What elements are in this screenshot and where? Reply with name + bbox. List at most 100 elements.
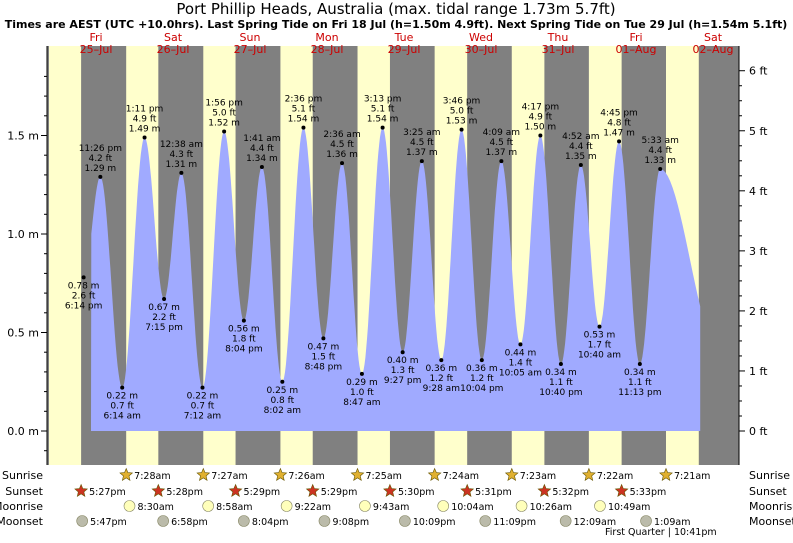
moonrise-time-label: 10:26am [530, 502, 572, 513]
tide-metre-label: 1.33 m [644, 156, 676, 166]
astronomy-rows-layer: Sunrise Sunrise 7:28am 7:27am 7:26am 7:25am 7:… [0, 467, 793, 538]
left-tick-label: 1.0 m [7, 228, 39, 241]
tide-metre-label: 0.53 m [584, 331, 616, 341]
tide-time-label: 10:40 am [578, 351, 621, 361]
tide-time-label: 9:27 pm [384, 376, 422, 386]
tide-feet-label: 1.3 ft [391, 366, 415, 376]
sunset-star-icon [383, 483, 397, 497]
tide-metre-label: 0.25 m [266, 386, 298, 396]
day-date-label: 31–Jul [542, 43, 575, 56]
tide-time-label: 10:04 pm [460, 384, 503, 394]
tide-point [637, 362, 642, 367]
sunset-star-icon [305, 483, 320, 497]
sunset-time-label: 5:31pm [475, 487, 512, 498]
tide-time-label: 9:28 am [423, 384, 460, 394]
tide-time-label: 3:25 am [403, 128, 440, 138]
sunset-time-label: 5:29pm [244, 487, 281, 498]
tide-metre-label: 1.35 m [565, 152, 597, 162]
sunset-star-icon [537, 483, 552, 497]
sunrise-time-label: 7:27am [211, 471, 247, 482]
tide-metre-label: 1.54 m [288, 115, 320, 125]
moonrise-moon-icon [123, 500, 136, 512]
tide-point [81, 275, 86, 280]
moonset-time-label: 6:58pm [171, 517, 208, 528]
sunrise-row-label-right: Sunrise [749, 469, 790, 482]
moonset-time-label: 10:09pm [413, 517, 456, 528]
moonset-moon-icon [318, 515, 331, 527]
moonset-time-label: 1:09am [654, 517, 690, 528]
daylight-band [49, 46, 82, 465]
day-name-label: Tue [394, 31, 414, 44]
axes-layer: 0.0 m 0.5 m 1.0 m 1.5 m 0 ft 1 ft 2 ft 3 ft 4 ft… [7, 31, 768, 465]
tide-metre-label: 0.40 m [387, 356, 419, 366]
day-date-label: 01–Aug [616, 43, 657, 56]
tide-time-label: 11:26 pm [79, 144, 122, 154]
tide-feet-label: 5.0 ft [212, 109, 236, 119]
tide-feet-label: 1.7 ft [588, 341, 612, 351]
moonset-time-label: 9:08pm [332, 517, 369, 528]
tide-feet-label: 1.2 ft [470, 374, 494, 384]
tide-feet-label: 1.5 ft [312, 352, 336, 362]
tide-metre-label: 1.47 m [603, 128, 635, 138]
tide-metre-label: 1.34 m [246, 154, 278, 164]
sunrise-star-icon [273, 467, 288, 481]
tide-time-label: 4:45 pm [600, 108, 638, 118]
tide-point [439, 358, 444, 363]
tide-point [200, 385, 205, 390]
tide-area-layer [91, 127, 701, 431]
moonset-moon-icon [479, 515, 492, 527]
chart-subtitle: Times are AEST (UTC +10.0hrs). Last Spri… [5, 18, 788, 31]
tide-time-label: 8:48 pm [305, 362, 343, 372]
moonrise-moon-icon [437, 500, 450, 512]
moonset-moon-icon [76, 515, 88, 527]
moonset-moon-icon [640, 515, 652, 527]
tide-point [340, 161, 345, 166]
moonrise-moon-icon [594, 500, 606, 512]
tide-metre-label: 0.47 m [308, 342, 340, 352]
moonrise-time-label: 9:43am [373, 502, 409, 513]
right-tick-label: 5 ft [749, 125, 768, 138]
tide-time-label: 12:38 am [160, 140, 203, 150]
right-tick-label: 2 ft [749, 305, 768, 318]
sunset-time-label: 5:33pm [630, 487, 667, 498]
tide-time-label: 3:13 pm [364, 95, 402, 105]
day-date-label: 02–Aug [693, 43, 734, 56]
tide-point [499, 159, 504, 164]
tide-time-label: 7:12 am [184, 412, 221, 422]
tide-feet-label: 0.8 ft [270, 396, 294, 406]
moonrise-time-label: 8:30am [138, 502, 174, 513]
tide-feet-label: 4.4 ft [250, 144, 274, 154]
tide-time-label: 10:05 am [499, 368, 542, 378]
tide-time-label: 1:56 pm [205, 99, 243, 109]
moonrise-time-label: 10:49am [608, 502, 650, 513]
sunrise-star-icon [581, 467, 596, 481]
day-date-label: 27–Jul [234, 43, 267, 56]
tide-metre-label: 1.54 m [367, 115, 399, 125]
tide-time-label: 4:09 am [483, 128, 520, 138]
day-name-label: Sat [164, 31, 183, 44]
tide-point [419, 159, 424, 164]
tide-time-label: 4:17 pm [522, 103, 560, 113]
sunset-row-label-left: Sunset [5, 485, 43, 498]
tide-metre-label: 0.78 m [68, 281, 100, 291]
moonset-moon-icon [157, 515, 169, 527]
tide-time-label: 6:14 am [104, 412, 141, 422]
tide-point [120, 385, 125, 390]
tide-metre-label: 0.22 m [187, 392, 219, 402]
chart-title: Port Phillip Heads, Australia (max. tida… [176, 0, 615, 18]
tide-time-label: 8:02 am [264, 406, 301, 416]
tide-point [597, 324, 602, 329]
moonset-row-label-right: Moonset [749, 515, 793, 528]
tide-feet-label: 1.0 ft [350, 388, 374, 398]
left-tick-label: 1.5 m [7, 130, 39, 143]
tide-point [658, 166, 663, 171]
moon-phase-label: First Quarter | 10:41pm [605, 527, 717, 538]
tide-metre-label: 1.29 m [85, 164, 117, 174]
moonrise-row-label-right: Moonrise [749, 500, 793, 513]
tide-point [558, 362, 563, 367]
tide-point [459, 127, 464, 132]
tide-time-label: 2:36 pm [285, 95, 323, 105]
tide-feet-label: 2.2 ft [152, 313, 176, 323]
tide-point [479, 358, 484, 363]
